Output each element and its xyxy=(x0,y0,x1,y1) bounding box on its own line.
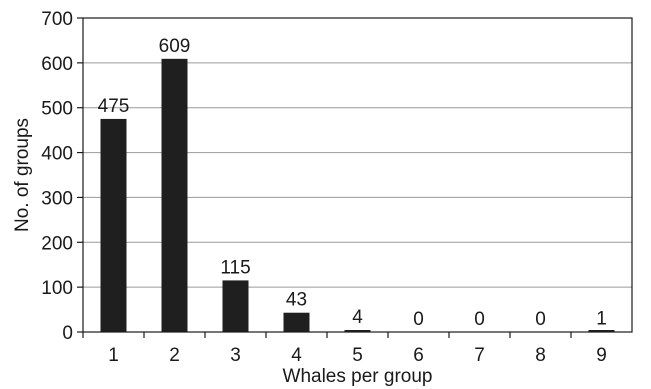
bar-3 xyxy=(222,280,249,332)
data-label-1: 475 xyxy=(98,96,130,117)
y-axis-ticks: 0 100 200 300 400 500 600 700 xyxy=(41,9,83,344)
bar-9 xyxy=(588,330,615,332)
bar-5 xyxy=(344,330,371,332)
data-label-7: 0 xyxy=(474,309,485,330)
x-tick-label-5: 5 xyxy=(352,345,363,366)
x-tick-label-6: 6 xyxy=(413,345,424,366)
x-tick-label-3: 3 xyxy=(230,345,241,366)
data-label-2: 609 xyxy=(159,36,191,57)
y-tick-label-500: 500 xyxy=(41,99,73,120)
data-label-9: 1 xyxy=(596,309,607,330)
y-tick-label-400: 400 xyxy=(41,144,73,165)
plot-frame xyxy=(82,17,633,333)
y-tick-label-600: 600 xyxy=(41,54,73,75)
data-label-3: 115 xyxy=(220,257,250,278)
x-axis-ticks: 1 2 3 4 5 6 7 8 9 xyxy=(82,332,607,366)
y-tick-label-0: 0 xyxy=(62,323,73,344)
data-label-5: 4 xyxy=(352,307,363,328)
data-labels: 475 609 115 43 4 0 0 0 1 xyxy=(98,36,607,330)
y-tick-label-100: 100 xyxy=(41,278,73,299)
data-label-8: 0 xyxy=(535,309,546,330)
x-tick-label-9: 9 xyxy=(596,345,607,366)
bars xyxy=(100,58,615,332)
x-tick-label-8: 8 xyxy=(535,345,546,366)
x-axis-title: Whales per group xyxy=(283,366,433,387)
x-tick-label-7: 7 xyxy=(474,345,485,366)
y-tick-label-200: 200 xyxy=(41,233,73,254)
bar-4 xyxy=(283,312,310,332)
x-tick-label-4: 4 xyxy=(291,345,302,366)
y-axis-title: No. of groups xyxy=(12,118,33,232)
y-tick-label-300: 300 xyxy=(41,188,73,209)
data-label-4: 43 xyxy=(286,290,307,311)
bar-2 xyxy=(161,58,188,332)
data-label-6: 0 xyxy=(413,309,424,330)
y-tick-label-700: 700 xyxy=(41,9,73,30)
x-tick-label-1: 1 xyxy=(108,345,119,366)
x-tick-label-2: 2 xyxy=(169,345,180,366)
bar-1 xyxy=(100,118,127,332)
